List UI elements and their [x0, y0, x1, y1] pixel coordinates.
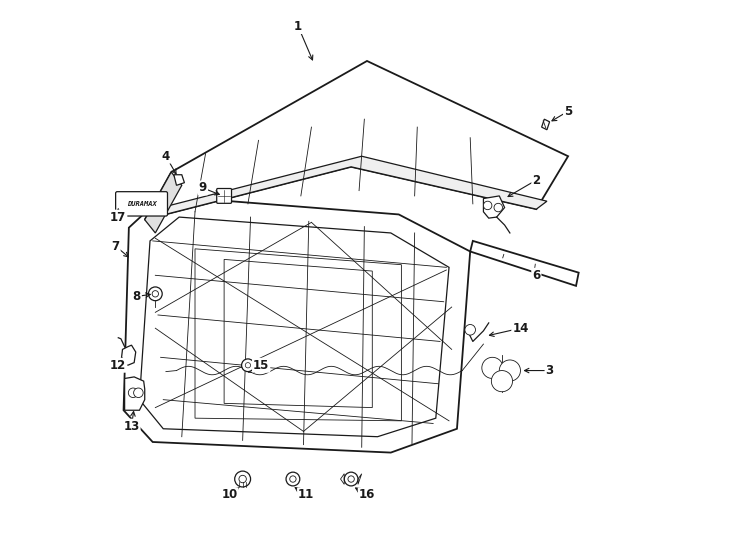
Text: 13: 13	[123, 420, 139, 433]
Polygon shape	[470, 241, 578, 286]
Circle shape	[491, 370, 512, 392]
Polygon shape	[145, 172, 182, 233]
Text: 2: 2	[532, 173, 540, 186]
Text: 7: 7	[112, 240, 120, 253]
Text: 6: 6	[532, 269, 540, 282]
FancyBboxPatch shape	[116, 192, 167, 216]
Circle shape	[235, 471, 250, 487]
Circle shape	[239, 475, 247, 483]
Circle shape	[494, 204, 503, 212]
Circle shape	[290, 476, 296, 482]
Text: 15: 15	[253, 359, 269, 372]
Text: 11: 11	[298, 488, 314, 502]
Text: 5: 5	[564, 105, 573, 118]
Circle shape	[499, 360, 520, 381]
Circle shape	[344, 472, 358, 486]
Circle shape	[241, 359, 254, 372]
Circle shape	[482, 357, 503, 379]
Text: 17: 17	[110, 211, 126, 224]
Text: 10: 10	[221, 488, 238, 502]
Text: 14: 14	[512, 322, 528, 335]
Circle shape	[128, 388, 138, 397]
Text: 3: 3	[545, 364, 553, 377]
Text: 12: 12	[110, 359, 126, 372]
Circle shape	[348, 476, 355, 482]
Circle shape	[245, 363, 250, 368]
Circle shape	[148, 287, 162, 301]
Text: DURAMAX: DURAMAX	[127, 201, 156, 207]
Text: 16: 16	[359, 488, 375, 502]
FancyBboxPatch shape	[217, 188, 231, 204]
Circle shape	[286, 472, 299, 486]
Polygon shape	[484, 196, 504, 218]
Polygon shape	[145, 156, 547, 220]
Circle shape	[484, 201, 492, 210]
Text: 8: 8	[133, 290, 141, 303]
Circle shape	[134, 388, 143, 397]
Circle shape	[152, 291, 159, 297]
Text: 1: 1	[294, 20, 302, 33]
Polygon shape	[125, 377, 145, 410]
Polygon shape	[174, 175, 184, 185]
Polygon shape	[145, 61, 568, 220]
Polygon shape	[123, 196, 470, 453]
Text: 9: 9	[199, 181, 207, 194]
Text: 4: 4	[161, 150, 170, 163]
Polygon shape	[542, 119, 550, 130]
Circle shape	[465, 325, 476, 335]
Polygon shape	[121, 345, 136, 365]
